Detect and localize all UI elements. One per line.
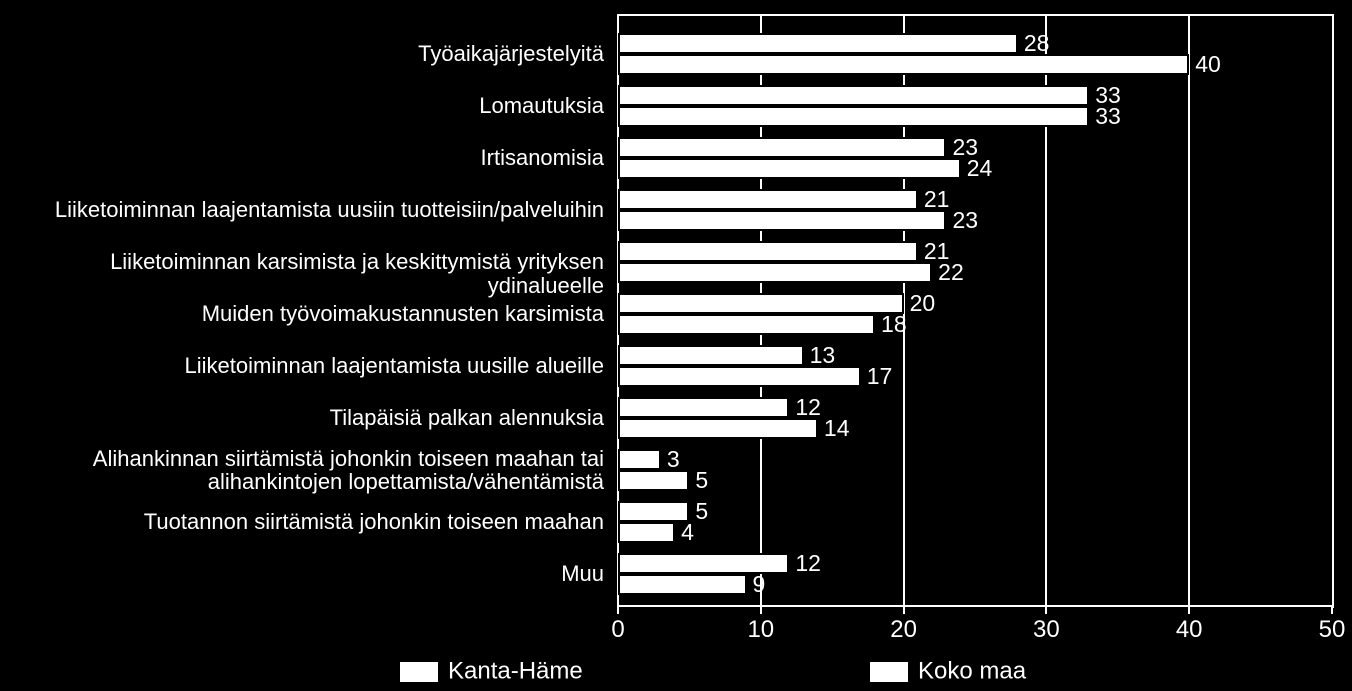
bar [618, 293, 904, 314]
value-label: 28 [1024, 32, 1050, 55]
x-tick-label: 0 [611, 616, 624, 644]
bar [618, 345, 804, 366]
bar [618, 574, 747, 595]
x-tick [760, 606, 762, 614]
bar [618, 314, 875, 335]
bar [618, 522, 675, 543]
bar [618, 397, 789, 418]
legend-swatch [400, 662, 438, 682]
legend-label: Kanta-Häme [448, 658, 583, 685]
value-label: 33 [1095, 105, 1121, 128]
value-label: 23 [952, 209, 978, 232]
value-label: 12 [795, 552, 821, 575]
value-label: 21 [924, 188, 950, 211]
legend-swatch [870, 662, 908, 682]
bar [618, 158, 961, 179]
category-label: Muu [0, 562, 604, 585]
x-tick-label: 50 [1319, 616, 1346, 644]
value-label: 9 [753, 573, 766, 596]
x-tick [1045, 606, 1047, 614]
x-tick [903, 606, 905, 614]
value-label: 18 [881, 313, 907, 336]
x-tick-label: 40 [1176, 616, 1203, 644]
x-axis [618, 605, 1332, 607]
bar [618, 449, 661, 470]
value-label: 12 [795, 396, 821, 419]
horizontal-bar-chart: 0 10 20 30 40 50 Työaikajärjestelyitä 28 40 Lomau… [0, 0, 1352, 691]
category-label: Tilapäisiä palkan alennuksia [0, 406, 604, 429]
category-label: Irtisanomisia [0, 146, 604, 169]
value-label: 3 [667, 448, 680, 471]
bar [618, 106, 1089, 127]
bar [618, 54, 1189, 75]
bar [618, 262, 932, 283]
value-label: 13 [810, 344, 836, 367]
category-label: Lomautuksia [0, 94, 604, 117]
category-label: Liiketoiminnan laajentamista uusille alu… [0, 354, 604, 377]
bar [618, 501, 689, 522]
x-tick-label: 30 [1033, 616, 1060, 644]
category-label: Alihankinnan siirtämistä johonkin toisee… [0, 447, 604, 493]
value-label: 17 [867, 365, 893, 388]
bar [618, 366, 861, 387]
category-label: Liiketoiminnan laajentamista uusiin tuot… [0, 198, 604, 221]
x-tick [1331, 606, 1333, 614]
bar [618, 210, 946, 231]
legend-label: Koko maa [918, 658, 1026, 685]
legend-item: Kanta-Häme [400, 657, 583, 686]
category-label: Liiketoiminnan karsimista ja keskittymis… [0, 250, 604, 296]
category-label: Työaikajärjestelyitä [0, 42, 604, 65]
bar [618, 33, 1018, 54]
bar [618, 418, 818, 439]
legend-item: Koko maa [870, 657, 1026, 686]
x-tick [617, 606, 619, 614]
value-label: 14 [824, 417, 850, 440]
value-label: 40 [1195, 53, 1221, 76]
x-tick-label: 20 [890, 616, 917, 644]
grid-line [1188, 14, 1190, 606]
bar [618, 137, 946, 158]
value-label: 5 [695, 469, 708, 492]
value-label: 5 [695, 500, 708, 523]
value-label: 22 [938, 261, 964, 284]
value-label: 20 [910, 292, 936, 315]
x-tick-label: 10 [747, 616, 774, 644]
value-label: 4 [681, 521, 694, 544]
category-label: Tuotannon siirtämistä johonkin toiseen m… [0, 510, 604, 533]
bar [618, 241, 918, 262]
value-label: 24 [967, 157, 993, 180]
bar [618, 189, 918, 210]
category-label: Muiden työvoimakustannusten karsimista [0, 302, 604, 325]
x-tick [1188, 606, 1190, 614]
bar [618, 470, 689, 491]
bar [618, 85, 1089, 106]
